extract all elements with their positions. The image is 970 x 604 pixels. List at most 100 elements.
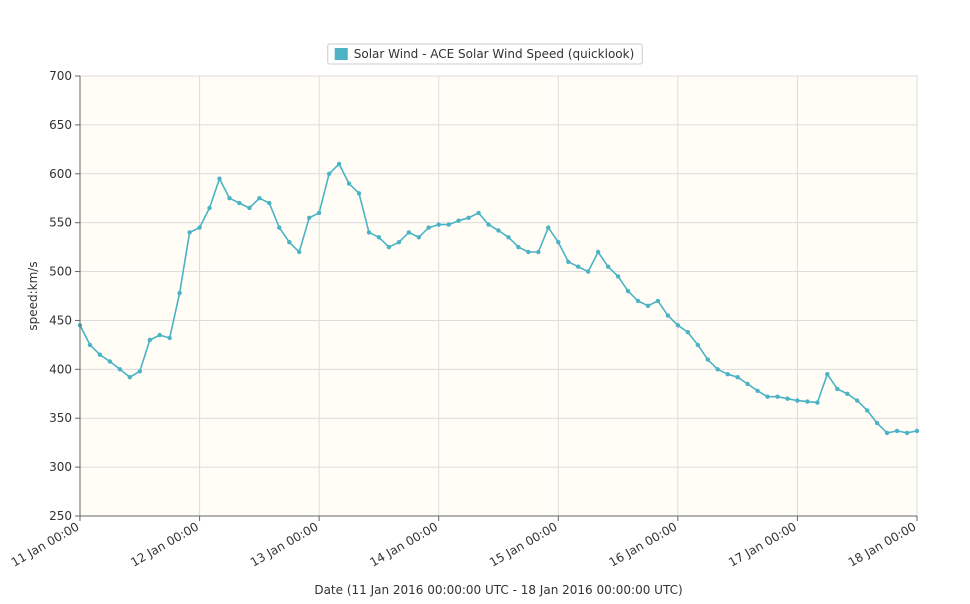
data-point[interactable]: [87, 342, 93, 348]
data-point[interactable]: [277, 225, 282, 230]
data-point[interactable]: [884, 430, 890, 436]
data-point[interactable]: [177, 290, 182, 296]
data-point[interactable]: [645, 303, 651, 308]
y-tick-label: 350: [49, 411, 72, 425]
data-point[interactable]: [97, 352, 103, 357]
data-point[interactable]: [127, 375, 132, 380]
data-point[interactable]: [316, 210, 322, 216]
data-point[interactable]: [745, 381, 750, 387]
data-point[interactable]: [426, 225, 431, 230]
legend-label: Solar Wind - ACE Solar Wind Speed (quick…: [354, 47, 635, 61]
data-point[interactable]: [496, 228, 501, 233]
data-point[interactable]: [157, 332, 162, 338]
data-point[interactable]: [765, 394, 770, 399]
data-point[interactable]: [416, 235, 421, 240]
data-point[interactable]: [785, 396, 790, 401]
data-point[interactable]: [137, 369, 142, 374]
x-tick-label: 15 Jan 00:00: [487, 519, 560, 569]
legend-box[interactable]: [327, 43, 643, 65]
data-point[interactable]: [287, 240, 292, 245]
data-point[interactable]: [456, 218, 461, 223]
data-point[interactable]: [586, 269, 591, 274]
data-point[interactable]: [336, 161, 342, 167]
data-point[interactable]: [595, 249, 601, 255]
data-point[interactable]: [117, 367, 123, 372]
data-point[interactable]: [107, 359, 113, 364]
data-point[interactable]: [605, 264, 611, 269]
data-point[interactable]: [147, 337, 152, 343]
plot-background: [79, 75, 918, 517]
data-point[interactable]: [755, 388, 760, 393]
data-point[interactable]: [576, 264, 581, 269]
data-point[interactable]: [356, 191, 362, 196]
data-point[interactable]: [536, 249, 541, 255]
data-point[interactable]: [546, 225, 551, 230]
data-point[interactable]: [247, 205, 252, 211]
y-tick-label: 550: [49, 216, 72, 230]
data-point[interactable]: [506, 235, 511, 240]
data-point[interactable]: [257, 196, 262, 201]
data-point[interactable]: [845, 391, 850, 396]
data-point[interactable]: [396, 240, 402, 245]
data-point[interactable]: [635, 298, 641, 304]
data-point[interactable]: [386, 244, 392, 250]
legend-swatch: [334, 48, 348, 60]
data-point[interactable]: [655, 298, 661, 304]
data-point[interactable]: [267, 200, 272, 206]
data-point[interactable]: [486, 222, 491, 227]
data-point[interactable]: [516, 244, 521, 250]
data-point[interactable]: [366, 230, 372, 235]
data-point[interactable]: [436, 222, 441, 227]
x-tick-label: 16 Jan 00:00: [607, 519, 680, 569]
data-point[interactable]: [695, 342, 700, 348]
x-tick-label: 13 Jan 00:00: [248, 519, 321, 569]
data-point[interactable]: [237, 200, 242, 206]
data-point[interactable]: [725, 372, 730, 377]
data-point[interactable]: [466, 215, 471, 220]
data-point[interactable]: [835, 386, 840, 392]
x-axis-label: Date (11 Jan 2016 00:00:00 UTC - 18 Jan …: [314, 583, 682, 597]
data-point[interactable]: [805, 399, 810, 404]
data-point[interactable]: [685, 330, 690, 335]
data-point[interactable]: [914, 428, 920, 434]
data-point[interactable]: [705, 357, 710, 362]
y-tick-label: 700: [49, 69, 72, 83]
data-point[interactable]: [376, 235, 382, 240]
data-point[interactable]: [406, 230, 411, 235]
data-point[interactable]: [346, 181, 352, 186]
data-point[interactable]: [476, 210, 481, 216]
data-point[interactable]: [187, 230, 192, 235]
data-point[interactable]: [167, 335, 172, 341]
data-point[interactable]: [217, 176, 222, 181]
data-point[interactable]: [326, 171, 332, 176]
data-point[interactable]: [625, 288, 631, 294]
data-point[interactable]: [795, 398, 800, 403]
data-point[interactable]: [675, 323, 681, 328]
data-point[interactable]: [307, 215, 312, 220]
data-point[interactable]: [615, 274, 621, 279]
data-point[interactable]: [855, 398, 860, 403]
data-point[interactable]: [207, 205, 212, 211]
y-axis-label: speed:km/s: [26, 261, 40, 330]
series-layer: [77, 161, 920, 436]
data-point[interactable]: [566, 259, 571, 264]
data-point[interactable]: [715, 367, 720, 372]
data-point[interactable]: [865, 408, 870, 413]
data-point[interactable]: [665, 313, 671, 318]
y-tick-label: 250: [49, 509, 72, 523]
x-tick-label: 11 Jan 00:00: [9, 519, 82, 569]
data-point[interactable]: [526, 249, 531, 255]
data-point[interactable]: [894, 428, 900, 434]
data-point[interactable]: [775, 394, 780, 399]
data-point[interactable]: [735, 375, 740, 380]
data-point[interactable]: [556, 240, 561, 245]
data-point[interactable]: [825, 372, 830, 377]
data-point[interactable]: [297, 249, 302, 255]
data-point[interactable]: [874, 420, 880, 426]
data-point[interactable]: [904, 430, 910, 436]
legend[interactable]: Solar Wind - ACE Solar Wind Speed (quick…: [327, 43, 643, 65]
data-point[interactable]: [227, 196, 232, 201]
data-point[interactable]: [446, 222, 451, 227]
data-point[interactable]: [815, 400, 820, 405]
data-point[interactable]: [197, 225, 202, 230]
